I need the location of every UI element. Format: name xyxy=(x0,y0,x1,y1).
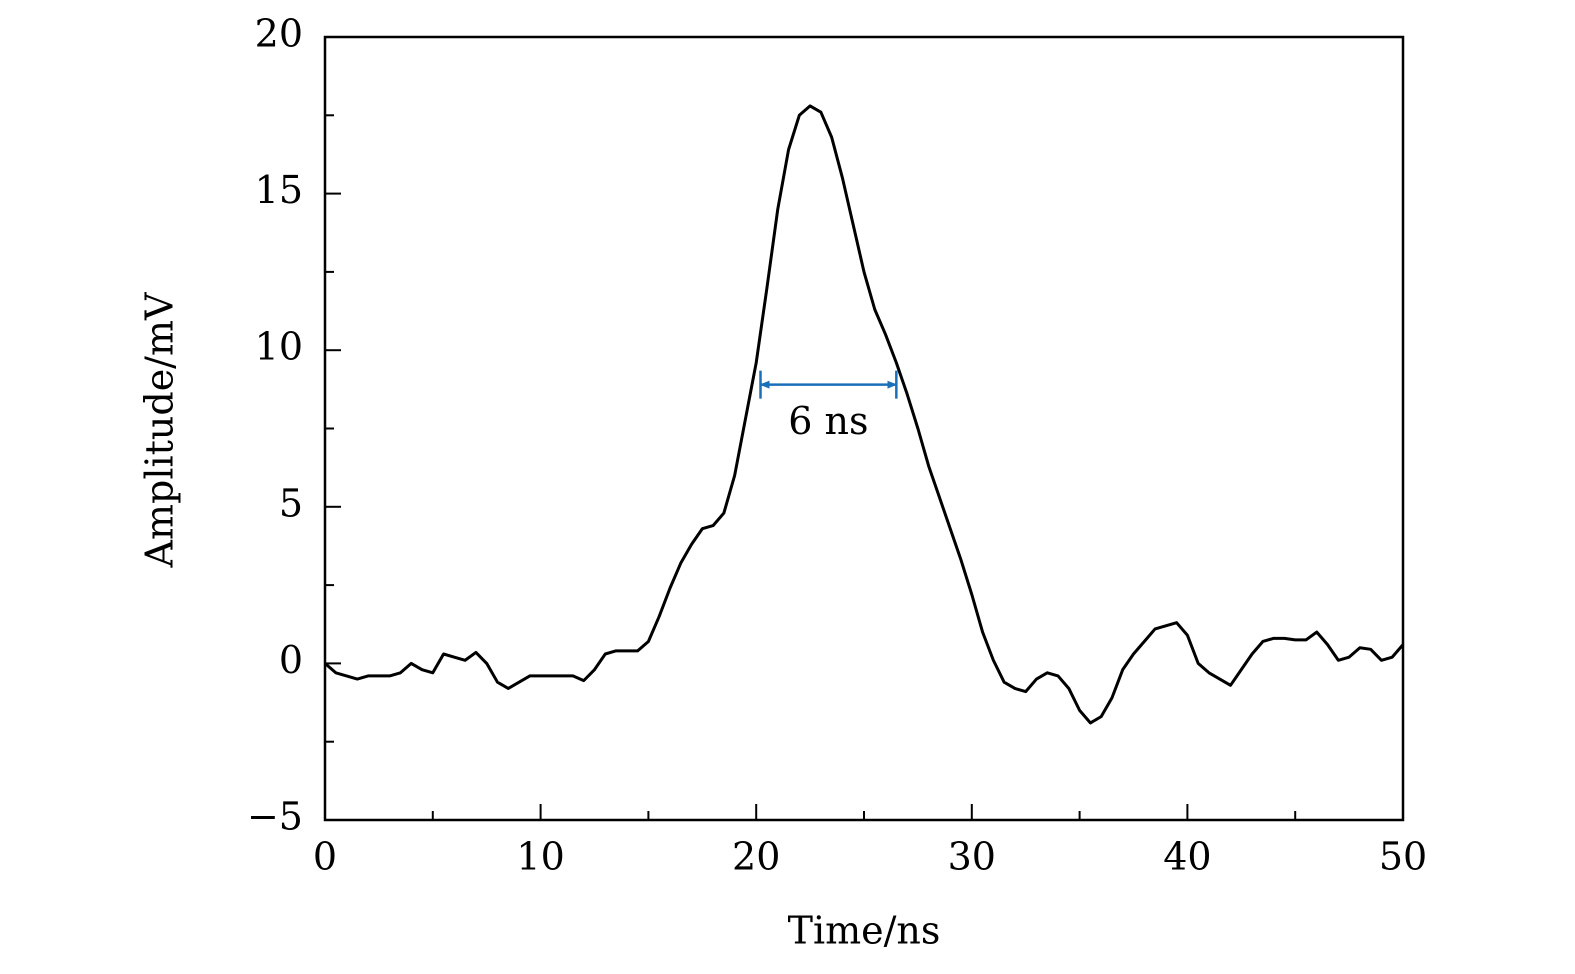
x-tick-label: 40 xyxy=(1163,835,1211,879)
y-tick-label: 20 xyxy=(255,12,303,56)
x-tick-label: 20 xyxy=(732,835,780,879)
y-tick-label: −5 xyxy=(247,795,303,839)
x-tick-label: 50 xyxy=(1379,835,1427,879)
y-tick-label: 10 xyxy=(255,325,303,369)
y-tick-label: 15 xyxy=(255,168,303,212)
y-axis-label: Amplitude/mV xyxy=(138,292,182,569)
x-tick-label: 0 xyxy=(313,835,337,879)
y-tick-label: 0 xyxy=(279,638,303,682)
annotation-label: 6 ns xyxy=(788,399,868,443)
x-tick-label: 10 xyxy=(516,835,564,879)
x-tick-label: 30 xyxy=(948,835,996,879)
signal-line xyxy=(324,104,1405,725)
y-tick-label: 5 xyxy=(279,481,303,525)
x-axis-label: Time/ns xyxy=(788,909,941,953)
